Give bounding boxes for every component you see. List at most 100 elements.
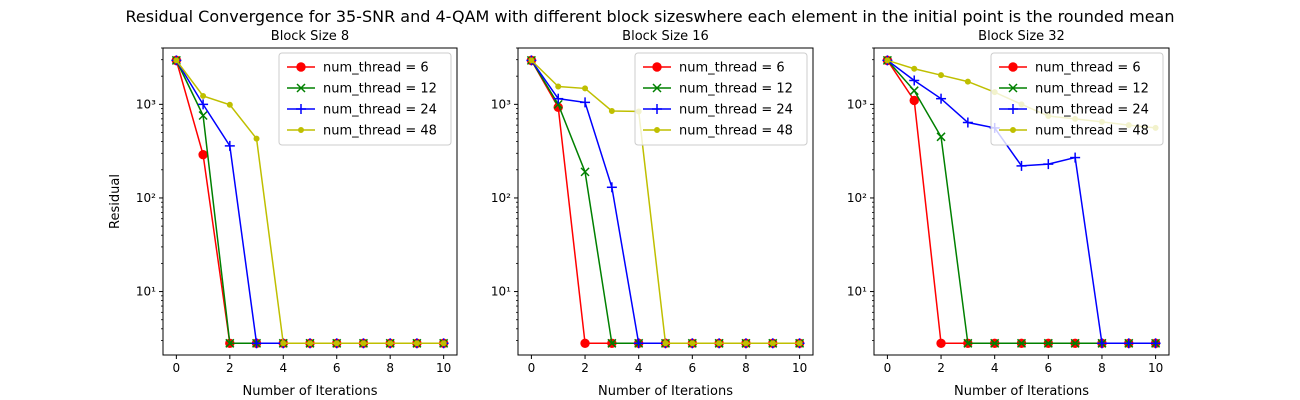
legend-marker xyxy=(652,83,662,93)
legend-label: num_thread = 24 xyxy=(679,103,793,118)
legend-marker xyxy=(1010,127,1016,133)
x-tick-label: 6 xyxy=(1044,361,1052,375)
axes-frame xyxy=(873,47,1170,356)
legend-marker xyxy=(296,62,306,72)
subplot-1: Block Size 8 0 2 4 6 8 10 10¹ 10² 10³ Number of It… xyxy=(108,29,458,399)
data-point xyxy=(582,85,589,92)
data-point-stroke-b xyxy=(936,132,946,142)
x-tick-label: 8 xyxy=(1098,361,1106,375)
x-tick-label: 4 xyxy=(635,361,643,375)
x-axis-label: Number of Iterations xyxy=(954,384,1089,399)
legend-marker xyxy=(296,83,306,93)
data-point xyxy=(796,340,803,347)
legend-marker xyxy=(296,104,306,114)
data-point xyxy=(742,340,749,347)
data-point xyxy=(1043,338,1053,348)
subplot-3: Block Size 32 0 2 4 6 8 10 10¹ 10² 10³ Number of I… xyxy=(847,29,1170,399)
data-point-stroke-b xyxy=(553,99,563,109)
x-tick-label: 0 xyxy=(884,361,892,375)
data-point xyxy=(198,99,209,110)
legend-marker-stroke-b xyxy=(296,83,306,93)
x-tick-label: 4 xyxy=(991,361,999,375)
legend-entry: num_thread = 12 xyxy=(287,82,437,97)
data-point xyxy=(580,97,591,108)
data-point xyxy=(200,92,207,99)
data-point xyxy=(633,338,644,349)
data-point xyxy=(911,65,918,72)
data-point xyxy=(909,75,920,86)
x-tick-label: 8 xyxy=(386,361,394,375)
x-tick-label: 0 xyxy=(173,361,181,375)
x-tick-label: 10 xyxy=(436,361,451,375)
data-point xyxy=(1123,338,1134,349)
data-point xyxy=(769,340,776,347)
series-3 xyxy=(882,55,1161,349)
subplot-title: Block Size 32 xyxy=(978,29,1065,44)
y-tick-label: 10³ xyxy=(136,97,156,111)
legend-marker xyxy=(1008,83,1018,93)
legend-marker xyxy=(652,62,662,72)
data-point xyxy=(251,338,262,349)
data-point xyxy=(909,95,919,106)
data-point xyxy=(440,340,447,347)
data-point xyxy=(226,101,233,108)
legend-entry: num_thread = 6 xyxy=(287,61,429,76)
x-axis-label: Number of Iterations xyxy=(598,384,733,399)
data-point xyxy=(198,149,208,160)
legend-entry: num_thread = 48 xyxy=(999,124,1149,139)
legend-label: num_thread = 6 xyxy=(679,61,785,76)
data-point xyxy=(1016,338,1027,348)
legend-entry: num_thread = 48 xyxy=(287,124,437,139)
data-point xyxy=(689,340,696,347)
data-point xyxy=(1070,152,1081,163)
data-point-stroke-b xyxy=(580,167,590,177)
data-point xyxy=(553,99,563,109)
legend-marker-stroke-b xyxy=(652,83,662,93)
data-point-stroke-b xyxy=(963,338,973,348)
data-point xyxy=(1043,159,1054,170)
series-4 xyxy=(528,57,803,347)
y-tick-label: 10² xyxy=(136,191,156,205)
y-tick-label: 10³ xyxy=(491,97,511,111)
data-point xyxy=(553,93,564,104)
x-tick-label: 8 xyxy=(742,361,750,375)
legend-box xyxy=(634,52,808,146)
data-point-stroke-b xyxy=(225,338,235,348)
data-point xyxy=(1070,338,1080,348)
legend-label: num_thread = 48 xyxy=(679,124,793,139)
data-point xyxy=(280,340,287,347)
data-point xyxy=(1096,338,1107,349)
legend-label: num_thread = 12 xyxy=(679,82,793,97)
data-point-stroke-b xyxy=(1070,338,1080,348)
axes-frame xyxy=(517,47,814,356)
y-tick-label: 10² xyxy=(847,191,867,205)
data-point-stroke-b xyxy=(1016,338,1027,348)
data-point xyxy=(662,340,669,347)
legend-label: num_thread = 6 xyxy=(323,61,429,76)
legend-entry: num_thread = 24 xyxy=(287,103,437,118)
x-tick-label: 6 xyxy=(333,361,341,375)
data-point xyxy=(607,338,617,348)
x-tick-label: 10 xyxy=(792,361,807,375)
legend-label: num_thread = 6 xyxy=(1035,61,1141,76)
y-tick-label: 10¹ xyxy=(491,285,511,299)
data-point xyxy=(962,117,973,128)
legend-box xyxy=(278,52,452,146)
legend-label: num_thread = 24 xyxy=(323,103,437,118)
data-point xyxy=(387,340,394,347)
x-tick-label: 2 xyxy=(226,361,234,375)
legend: num_thread = 6 num_thread = 12 num_thread … xyxy=(990,52,1164,146)
data-point xyxy=(716,340,723,347)
data-point xyxy=(307,340,313,347)
subplot-2: Block Size 16 0 2 4 6 8 10 10¹ 10² 10³ Number of I… xyxy=(491,29,814,399)
y-tick-label: 10³ xyxy=(847,97,867,111)
x-tick-label: 2 xyxy=(937,361,945,375)
data-point xyxy=(224,140,235,151)
legend-entry: num_thread = 24 xyxy=(999,103,1149,118)
plot-area xyxy=(171,55,449,349)
data-point xyxy=(1150,338,1161,349)
data-point xyxy=(936,132,946,142)
y-tick-label: 10¹ xyxy=(847,285,867,299)
data-point xyxy=(173,57,180,64)
